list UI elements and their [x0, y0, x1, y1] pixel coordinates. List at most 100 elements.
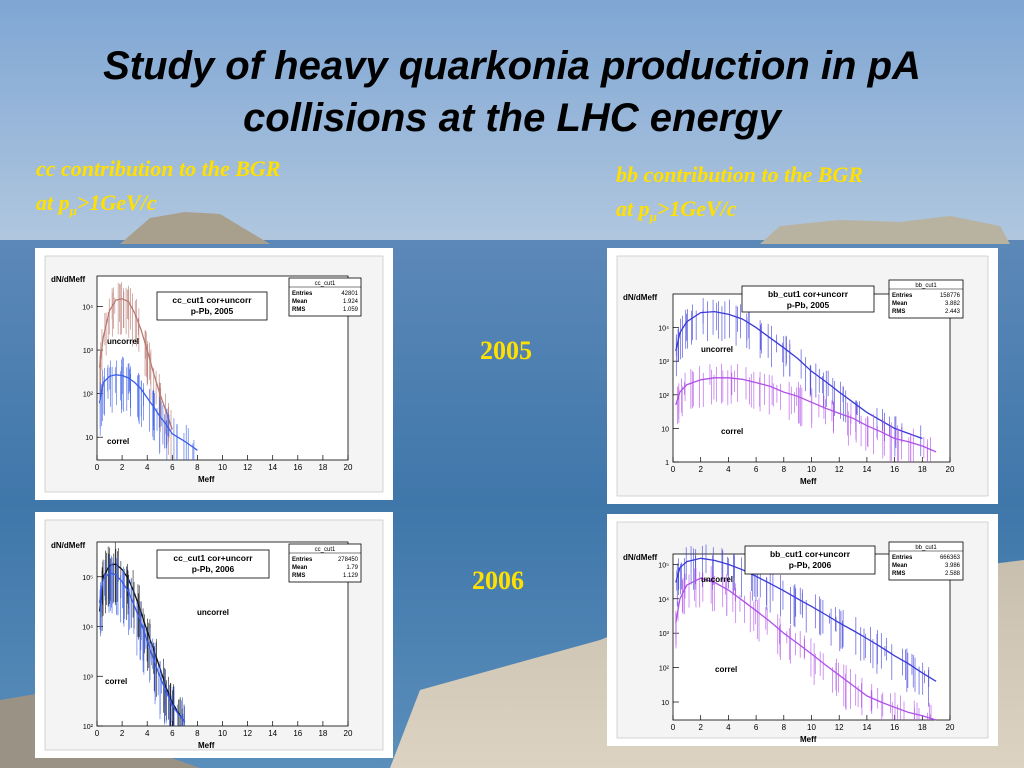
chart-title-box	[156, 549, 270, 579]
x-tick-label: 0	[95, 463, 100, 472]
year-label-2006: 2006	[472, 566, 524, 595]
chart-panel-bb-2006: 0 2 4 6 8 10 12 14 16 18 20 10 10² 10³ 10⁴ 10⁵ Meff dN/dM…	[607, 514, 998, 746]
stats-box	[288, 277, 362, 317]
y-tick-label: 10⁴	[82, 625, 93, 632]
y-tick-label: 1	[665, 460, 669, 467]
chart-panel-cc-2006: 0 2 4 6 8 10 12 14 16 18 20 10² 10³ 10⁴ 10⁵ Meff dN/dMef…	[35, 512, 393, 758]
chart-panel-bb-2005: 0 2 4 6 8 10 12 14 16 18 20 1 10 10² 10³ 10⁴ Meff dN/dMef…	[607, 248, 998, 504]
stats-label: Entries	[292, 291, 313, 297]
chart-subtitle: p-Pb, 2006	[192, 564, 235, 574]
x-tick-label: 14	[268, 729, 277, 738]
x-tick-label: 14	[862, 465, 871, 474]
stats-label: Entries	[892, 293, 913, 299]
x-tick-label: 20	[946, 465, 955, 474]
bb-caption-line-2: at pμ>1GeV/c	[616, 192, 863, 234]
x-tick-label: 10	[218, 729, 227, 738]
stats-label: Mean	[892, 301, 908, 307]
chart-title: cc_cut1 cor+uncorr	[172, 295, 252, 305]
x-tick-label: 8	[782, 465, 787, 474]
stats-name: bb_cut1	[915, 545, 937, 551]
chart-title: bb_cut1 cor+uncorr	[768, 289, 849, 299]
stats-value: 278450	[338, 557, 359, 563]
stats-value: 42801	[341, 291, 358, 297]
y-tick-label: 10⁴	[82, 304, 93, 311]
x-tick-label: 20	[344, 729, 353, 738]
title-line-1: Study of heavy quarkonia production in p…	[103, 44, 921, 88]
cc-caption-subscript: μ	[69, 203, 77, 218]
x-tick-label: 2	[698, 465, 703, 474]
annotation-correl: correl	[721, 427, 743, 436]
x-tick-label: 2	[120, 729, 125, 738]
annotation-uncorrel: uncorrel	[197, 608, 229, 617]
x-tick-label: 14	[268, 463, 277, 472]
stats-value: 666363	[940, 555, 961, 561]
y-tick-label: 10⁵	[82, 575, 93, 582]
y-tick-label: 10⁴	[658, 597, 669, 604]
x-tick-label: 12	[835, 465, 844, 474]
stats-box	[888, 279, 964, 319]
bb-caption-line-1: bb contribution to the BGR	[616, 162, 863, 187]
y-tick-label: 10³	[83, 348, 94, 355]
cc-caption-prefix: at p	[36, 190, 70, 215]
x-tick-label: 0	[671, 465, 676, 474]
stats-label: Entries	[892, 555, 913, 561]
x-tick-label: 0	[671, 723, 676, 732]
chart-svg-cc-2005: 0 2 4 6 8 10 12 14 16 18 20 10 10² 10³ 10⁴ Meff dN/dMeff…	[44, 255, 384, 493]
chart-title: bb_cut1 cor+uncorr	[770, 549, 851, 559]
chart-subtitle: p-Pb, 2005	[191, 306, 234, 316]
bb-caption-prefix: at p	[616, 196, 650, 221]
stats-name: cc_cut1	[315, 547, 336, 553]
y-axis-label: dN/dMeff	[51, 541, 86, 550]
x-tick-label: 2	[120, 463, 125, 472]
annotation-uncorrel: uncorrel	[701, 575, 733, 584]
x-tick-label: 6	[754, 465, 759, 474]
y-tick-label: 10⁵	[658, 562, 669, 569]
stats-value: 158776	[940, 293, 961, 299]
x-tick-label: 18	[918, 465, 927, 474]
x-tick-label: 14	[862, 723, 871, 732]
chart-title-box	[741, 285, 875, 313]
stats-value: 3.882	[945, 301, 961, 307]
y-tick-label: 10⁴	[658, 326, 669, 333]
x-tick-label: 20	[946, 723, 955, 732]
x-tick-label: 2	[698, 723, 703, 732]
annotation-correl: correl	[715, 665, 737, 674]
chart-subtitle: p-Pb, 2005	[787, 300, 830, 310]
stats-name: bb_cut1	[915, 283, 937, 289]
y-tick-label: 10²	[83, 392, 94, 399]
chart-panel-cc-2005: 0 2 4 6 8 10 12 14 16 18 20 10 10² 10³ 10⁴ Meff dN/dMeff…	[35, 248, 393, 500]
stats-box	[888, 541, 964, 581]
cc-caption-suffix: >1GeV/c	[76, 190, 157, 215]
y-axis-label: dN/dMeff	[623, 293, 658, 302]
y-tick-label: 10	[85, 435, 93, 442]
stats-value: 1.924	[343, 299, 359, 305]
x-tick-label: 10	[807, 465, 816, 474]
x-tick-label: 8	[195, 729, 200, 738]
cc-caption-line-1: cc contribution to the BGR	[36, 156, 281, 181]
y-axis-label: dN/dMeff	[51, 275, 86, 284]
y-tick-label: 10²	[659, 666, 670, 673]
slide-title: Study of heavy quarkonia production in p…	[20, 40, 1004, 144]
y-tick-label: 10	[661, 700, 669, 707]
annotation-correl: correl	[105, 677, 127, 686]
x-tick-label: 18	[318, 463, 327, 472]
x-tick-label: 4	[145, 729, 150, 738]
stats-value: 3.986	[945, 563, 961, 569]
stats-label: Mean	[292, 299, 308, 305]
stats-name: cc_cut1	[315, 281, 336, 287]
x-tick-label: 4	[145, 463, 150, 472]
stats-value: 1.129	[343, 573, 359, 579]
y-axis-label: dN/dMeff	[623, 553, 658, 562]
bb-caption: bb contribution to the BGR at pμ>1GeV/c	[616, 158, 863, 234]
plot-area	[672, 553, 951, 721]
x-tick-label: 12	[243, 463, 252, 472]
annotation-uncorrel: uncorrel	[107, 337, 139, 346]
x-axis-label: Meff	[198, 475, 215, 484]
x-tick-label: 6	[754, 723, 759, 732]
stats-label: RMS	[292, 573, 305, 579]
stats-label: Entries	[292, 557, 313, 563]
x-axis-label: Meff	[800, 735, 817, 744]
x-axis-label: Meff	[800, 477, 817, 486]
series-line-correl	[675, 577, 937, 721]
cc-caption: cc contribution to the BGR at pμ>1GeV/c	[36, 152, 280, 228]
